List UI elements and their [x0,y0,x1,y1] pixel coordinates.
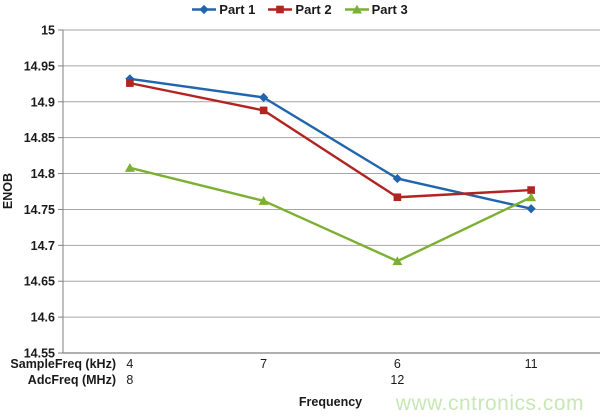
square-marker-icon [259,106,268,115]
x-axis-row-samplefreq: SampleFreq (kHz) 4 7 6 11 [0,357,600,372]
triangle-marker-icon [258,196,269,205]
triangle-marker-icon [392,256,403,266]
x-axis-row-adcfreq: AdcFreq (MHz) 8 12 [0,373,600,388]
legend-item-part-1[interactable]: Part 1 [192,2,255,17]
triangle-marker-icon [351,4,362,14]
watermark-text: www.cntronics.com [395,392,584,415]
series-part-3 [124,163,537,266]
square-marker-icon [126,79,134,87]
series-part-2 [126,79,535,202]
y-tick-label: 14.85 [24,131,55,145]
x-tick-value: 8 [126,373,134,387]
y-tick-label: 14.65 [24,275,55,289]
y-tick-label: 14.7 [31,239,55,253]
legend-triangle-icon [344,4,369,14]
legend-label: Part 1 [219,2,256,17]
legend-item-part-2[interactable]: Part 2 [268,2,332,17]
x-tick-value: 6 [393,357,401,371]
x-axis-row-label-samplefreq: SampleFreq (kHz) [10,357,116,371]
square-marker-icon [393,193,402,202]
series-line [129,166,532,263]
x-axis-title: Frequency [298,395,363,409]
square-marker-icon [276,5,285,14]
x-tick-value: 4 [126,357,134,371]
y-tick-label: 14.8 [31,167,55,181]
diamond-marker-icon [526,204,536,214]
legend: Part 1 Part 2 Part 3 [0,1,600,18]
legend-square-icon [268,5,293,14]
y-tick-label: 15 [41,24,55,38]
gridlines [58,29,600,354]
y-tick-label: 14.9 [31,95,55,109]
diamond-marker-icon [259,92,269,103]
diamond-marker-icon [199,4,209,15]
y-tick-label: 14.6 [31,311,55,325]
y-axis-title: ENOB [1,172,15,210]
x-tick-value: 7 [260,357,268,371]
legend-diamond-icon [192,4,217,15]
x-axis-row-label-adcfreq: AdcFreq (MHz) [27,373,116,387]
triangle-marker-icon [526,192,537,202]
series-line [129,81,532,199]
y-tick-label: 14.55 [24,347,55,361]
y-tick-label: 14.95 [24,59,55,73]
y-tick-label: 14.75 [24,203,55,217]
legend-label: Part 2 [295,2,332,17]
legend-label: Part 3 [371,2,408,17]
x-tick-value: 11 [524,357,538,371]
legend-item-part-3[interactable]: Part 3 [344,2,408,17]
square-marker-icon [527,186,535,194]
diamond-marker-icon [392,173,402,184]
series-line [129,77,532,210]
triangle-marker-icon [124,163,135,172]
x-tick-value: 12 [390,373,405,387]
